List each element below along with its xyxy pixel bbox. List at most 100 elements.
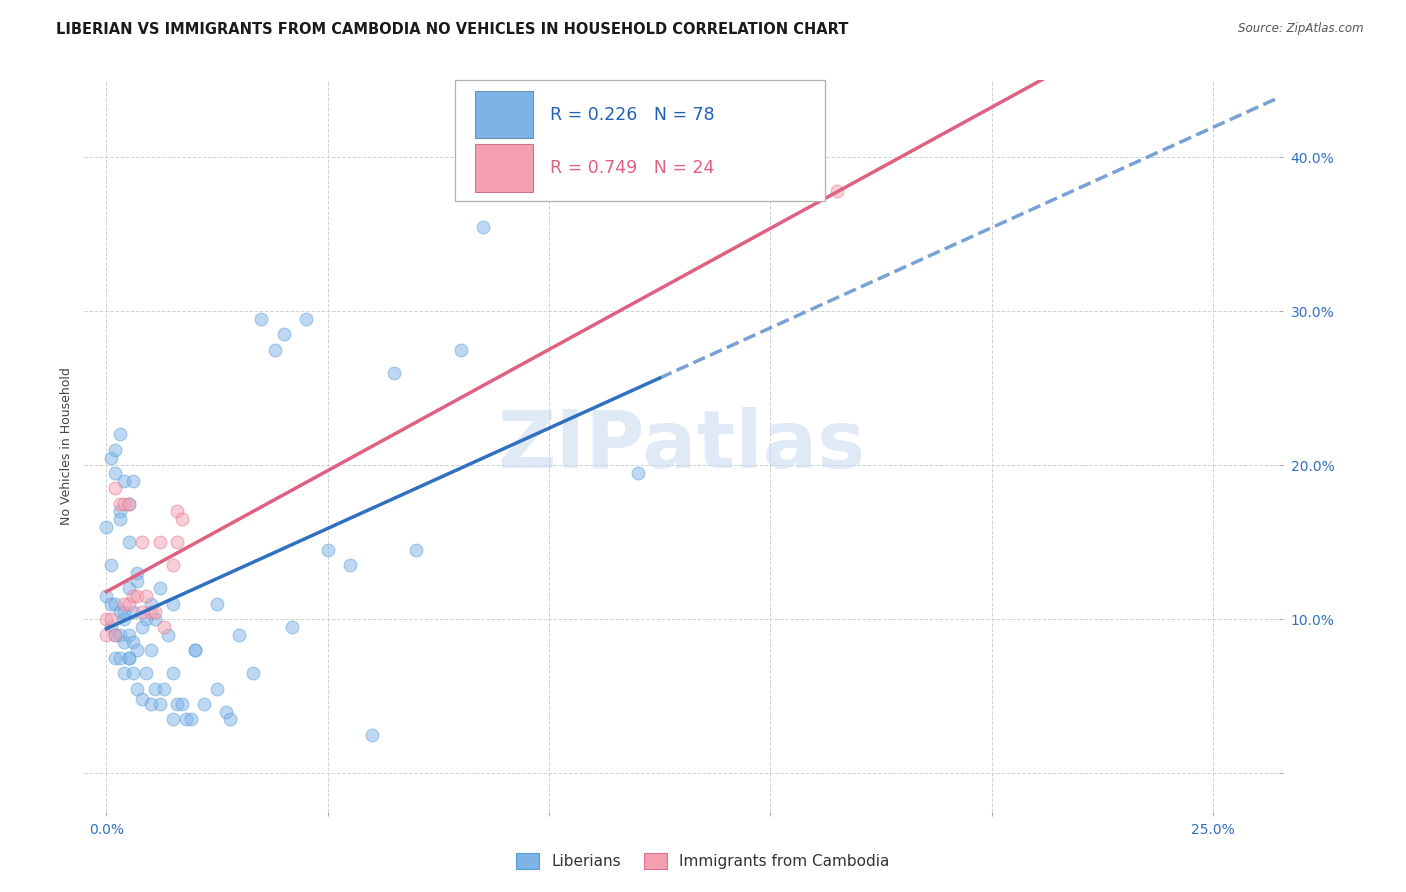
Point: [127, 574, 149, 588]
Point: [100, 558, 122, 573]
Text: R = 0.749   N = 24: R = 0.749 N = 24: [551, 159, 714, 177]
Point: [122, 474, 145, 488]
Point: [135, 589, 157, 603]
Point: [122, 635, 145, 649]
Point: [108, 605, 131, 619]
Point: [100, 597, 122, 611]
Point: [127, 681, 149, 696]
Text: R = 0.226   N = 78: R = 0.226 N = 78: [551, 105, 716, 124]
Point: [143, 605, 166, 619]
Point: [100, 450, 122, 465]
Point: [112, 474, 135, 488]
Point: [127, 589, 149, 603]
Point: [184, 643, 207, 657]
Point: [316, 543, 339, 558]
Point: [166, 504, 188, 518]
Point: [157, 627, 180, 641]
Point: [122, 605, 145, 619]
Point: [117, 650, 139, 665]
FancyBboxPatch shape: [456, 80, 825, 201]
Point: [205, 681, 228, 696]
Y-axis label: No Vehicles in Household: No Vehicles in Household: [60, 368, 73, 524]
Point: [139, 605, 162, 619]
Point: [263, 343, 285, 357]
Point: [627, 466, 650, 480]
Point: [382, 366, 405, 380]
Point: [471, 219, 494, 234]
Point: [135, 666, 157, 681]
Point: [294, 312, 316, 326]
Point: [104, 627, 127, 641]
Text: LIBERIAN VS IMMIGRANTS FROM CAMBODIA NO VEHICLES IN HOUSEHOLD CORRELATION CHART: LIBERIAN VS IMMIGRANTS FROM CAMBODIA NO …: [56, 22, 849, 37]
Point: [228, 627, 250, 641]
Point: [135, 612, 157, 626]
Point: [405, 543, 427, 558]
Point: [112, 597, 135, 611]
Point: [104, 597, 127, 611]
Point: [104, 627, 127, 641]
Point: [108, 504, 131, 518]
Point: [108, 512, 131, 526]
Point: [242, 666, 264, 681]
Point: [219, 712, 242, 726]
Point: [153, 681, 176, 696]
Point: [166, 535, 188, 549]
Point: [108, 427, 131, 442]
Point: [117, 582, 139, 596]
Point: [149, 582, 172, 596]
Text: Source: ZipAtlas.com: Source: ZipAtlas.com: [1239, 22, 1364, 36]
Text: ZIPatlas: ZIPatlas: [498, 407, 866, 485]
Point: [153, 620, 176, 634]
Point: [361, 728, 384, 742]
Point: [112, 497, 135, 511]
Point: [108, 497, 131, 511]
Point: [193, 697, 215, 711]
Point: [162, 558, 184, 573]
Point: [112, 666, 135, 681]
Legend: Liberians, Immigrants from Cambodia: Liberians, Immigrants from Cambodia: [510, 847, 896, 875]
Point: [117, 650, 139, 665]
Point: [281, 620, 304, 634]
Point: [112, 635, 135, 649]
Point: [112, 612, 135, 626]
Point: [174, 712, 197, 726]
Bar: [475, 91, 533, 138]
Point: [250, 312, 273, 326]
Point: [104, 442, 127, 457]
Point: [117, 497, 139, 511]
Point: [184, 643, 207, 657]
Point: [108, 627, 131, 641]
Point: [162, 666, 184, 681]
Point: [170, 697, 193, 711]
Point: [104, 466, 127, 480]
Point: [139, 697, 162, 711]
Point: [273, 327, 295, 342]
Point: [117, 597, 139, 611]
Point: [143, 681, 166, 696]
Point: [339, 558, 361, 573]
Point: [450, 343, 472, 357]
Point: [117, 627, 139, 641]
Point: [96, 627, 118, 641]
Point: [149, 697, 172, 711]
Point: [117, 535, 139, 549]
Point: [96, 589, 118, 603]
Point: [131, 535, 153, 549]
Point: [162, 597, 184, 611]
Point: [166, 697, 188, 711]
Point: [131, 605, 153, 619]
Point: [122, 666, 145, 681]
Point: [96, 520, 118, 534]
Point: [131, 692, 153, 706]
Point: [149, 535, 172, 549]
Point: [117, 497, 139, 511]
Point: [215, 705, 238, 719]
Point: [205, 597, 228, 611]
Point: [100, 620, 122, 634]
Point: [104, 650, 127, 665]
Point: [143, 612, 166, 626]
Point: [825, 184, 848, 198]
Point: [139, 597, 162, 611]
Point: [170, 512, 193, 526]
Point: [139, 643, 162, 657]
